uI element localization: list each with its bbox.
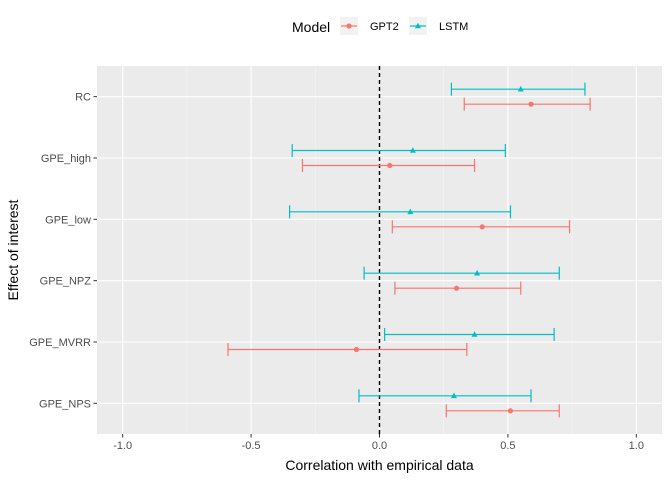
x-tick-label: 0.5 [500, 440, 515, 452]
legend-label: GPT2 [370, 21, 399, 33]
legend-key-marker [415, 22, 421, 29]
legend-title: Model [292, 19, 330, 35]
x-tick-label: -0.5 [242, 440, 261, 452]
point-estimate [479, 224, 485, 230]
series-gpt2 [227, 97, 591, 418]
minor-gridlines [186, 66, 573, 434]
point-estimate [453, 285, 460, 291]
y-tick-label: GPE_NPZ [40, 276, 92, 288]
point-estimate [450, 392, 457, 399]
legend-item-gpt2: GPT2 [340, 17, 399, 35]
x-tick-label: 1.0 [629, 440, 644, 452]
point-estimate [353, 346, 359, 353]
point-estimate [517, 85, 524, 92]
x-tick-label: 0.0 [372, 440, 387, 452]
x-tick-label: -1.0 [113, 440, 132, 452]
legend-key-marker [346, 23, 352, 29]
point-estimate [507, 408, 514, 414]
legend: Model GPT2 LSTM [292, 17, 468, 35]
y-tick-label: GPE_high [41, 153, 91, 165]
y-axis: RC GPE_high GPE_low GPE_NPZ GPE_MVRR GPE_NPS [29, 92, 97, 410]
y-tick-label: GPE_MVRR [29, 337, 91, 349]
point-estimate [387, 162, 393, 169]
y-tick-label: RC [75, 92, 91, 104]
point-estimate [471, 331, 478, 337]
point-estimate [409, 147, 416, 153]
y-tick-label: GPE_low [45, 214, 91, 226]
legend-label: LSTM [439, 21, 468, 33]
y-tick-label: GPE_NPS [39, 398, 91, 410]
point-estimate [528, 101, 534, 107]
point-estimate [407, 208, 414, 215]
series-marks [227, 82, 591, 418]
point-estimate [474, 269, 481, 276]
series-lstm [289, 82, 586, 403]
y-axis-title: Effect of interest [5, 199, 21, 300]
legend-item-lstm: LSTM [409, 17, 468, 35]
x-axis: -1.0 -0.5 0.0 0.5 1.0 [113, 434, 644, 452]
x-axis-title: Correlation with empirical data [285, 457, 474, 473]
